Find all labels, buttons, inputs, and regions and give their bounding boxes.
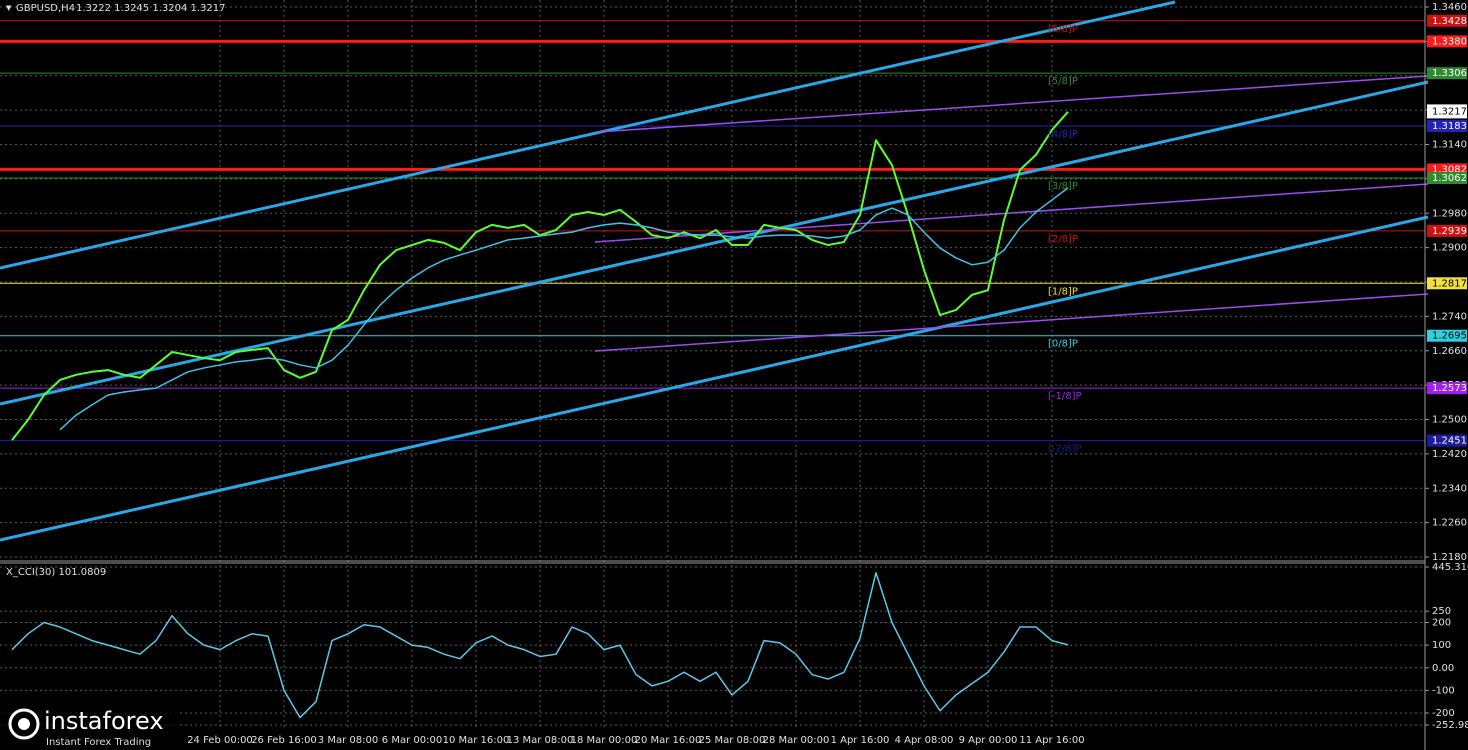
y-tick-label: 445.3108 (1432, 562, 1468, 573)
channel-line (0, 215, 1429, 542)
y-tick-label: -252.982 (1432, 720, 1468, 731)
y-tick-label: 1.2740 (1432, 311, 1467, 322)
channel-line (0, 80, 1429, 406)
y-tick-label: 200 (1432, 618, 1451, 629)
y-tick-label: 1.2340 (1432, 483, 1467, 494)
y-tick-label: 1.2660 (1432, 346, 1467, 357)
y-tick-label: 1.2900 (1432, 243, 1467, 254)
x-tick-label: 24 Feb 00:00 (187, 735, 253, 746)
y-tick-label: 1.3140 (1432, 140, 1467, 151)
level-label: 1.2451 (1432, 436, 1467, 447)
logo-icon (18, 718, 30, 730)
series-line (59, 187, 1069, 431)
murray-label: [1/8]P (1048, 286, 1078, 297)
x-tick-label: 10 Mar 16:00 (443, 735, 510, 746)
level-label: 1.3306 (1432, 68, 1467, 79)
x-tick-label: 25 Mar 08:00 (699, 735, 766, 746)
series-line (11, 111, 1069, 441)
level-label-bg (1427, 67, 1467, 80)
x-tick-label: 4 Apr 08:00 (895, 735, 954, 746)
level-label-bg (1427, 172, 1467, 185)
x-tick-label: 13 Mar 08:00 (507, 735, 574, 746)
level-label-bg (1427, 35, 1467, 48)
murray-label: [4/8]P (1048, 129, 1078, 140)
murray-label: [6/8]P (1048, 24, 1078, 35)
regression-line (594, 293, 1429, 352)
brand-tagline: Instant Forex Trading (46, 737, 151, 748)
level-label: 1.2817 (1432, 278, 1467, 289)
y-tick-label: 250 (1432, 606, 1451, 617)
murray-label: [5/8]P (1048, 76, 1078, 87)
level-label: 1.2573 (1432, 383, 1467, 394)
y-tick-label: -100 (1432, 685, 1455, 696)
header-marker: ▼ (6, 4, 12, 12)
x-tick-label: 1 Apr 16:00 (831, 735, 890, 746)
y-tick-label: 100 (1432, 640, 1451, 651)
brand-name: instaforex (44, 707, 164, 735)
trend-lines (0, 0, 1429, 542)
y-tick-label: 1.3460 (1432, 2, 1467, 13)
y-tick-label: 0.00 (1432, 663, 1454, 674)
y-tick-label: 1.2260 (1432, 518, 1467, 529)
murray-label: [3/8]P (1048, 181, 1078, 192)
level-label: 1.3062 (1432, 173, 1467, 184)
level-label: 1.3428 (1432, 16, 1467, 27)
labels: ▼ GBPUSD,H4 1.3222 1.3245 1.3204 1.3217 … (6, 2, 1468, 746)
last-price-label: 1.3217 (1432, 106, 1467, 117)
x-tick-label: 9 Apr 00:00 (959, 735, 1018, 746)
murray-label: [-1/8]P (1048, 391, 1082, 402)
last-price-bg (1427, 104, 1467, 119)
channel-line (0, 0, 1176, 270)
murray-label: [-2/8]P (1048, 444, 1082, 455)
logo-icon (8, 708, 40, 740)
level-label-bg (1427, 14, 1467, 27)
x-tick-label: 3 Mar 08:00 (318, 735, 378, 746)
grid (0, 0, 1425, 730)
regression-line (596, 75, 1429, 133)
level-label-bg (1427, 277, 1467, 290)
series (11, 111, 1069, 719)
y-tick-label: 1.2180 (1432, 552, 1467, 563)
x-tick-label: 11 Apr 16:00 (1019, 735, 1084, 746)
y-tick-label: 1.2500 (1432, 415, 1467, 426)
x-tick-label: 6 Mar 00:00 (382, 735, 442, 746)
y-tick-label: 1.2420 (1432, 449, 1467, 460)
level-label: 1.3183 (1432, 121, 1467, 132)
x-tick-label: 20 Mar 16:00 (635, 735, 702, 746)
ohlc: 1.3222 1.3245 1.3204 1.3217 (76, 3, 226, 14)
symbol-title: GBPUSD,H4 (16, 3, 75, 14)
levels (0, 20, 1425, 442)
level-label-bg (1427, 434, 1467, 447)
level-label-bg (1427, 329, 1467, 342)
level-label-bg (1427, 120, 1467, 133)
indicator-title: X_CCI(30) 101.0809 (6, 567, 106, 578)
x-tick-label: 28 Mar 00:00 (763, 735, 830, 746)
level-label: 1.3380 (1432, 36, 1467, 47)
x-tick-label: 26 Feb 16:00 (251, 735, 317, 746)
y-tick-label: 1.2980 (1432, 208, 1467, 219)
regression-line (594, 183, 1429, 243)
level-label-bg (1427, 382, 1467, 395)
level-label-bg (1427, 224, 1467, 237)
logo: instaforex Instant Forex Trading (0, 704, 180, 750)
murray-label: [2/8]P (1048, 234, 1078, 245)
level-label: 1.2695 (1432, 331, 1467, 342)
y-tick-label: -200 (1432, 708, 1455, 719)
series-line (11, 571, 1069, 719)
x-tick-label: 18 Mar 00:00 (571, 735, 638, 746)
level-label: 1.3082 (1432, 164, 1467, 175)
level-label: 1.2939 (1432, 226, 1467, 237)
murray-label: [0/8]P (1048, 339, 1078, 350)
